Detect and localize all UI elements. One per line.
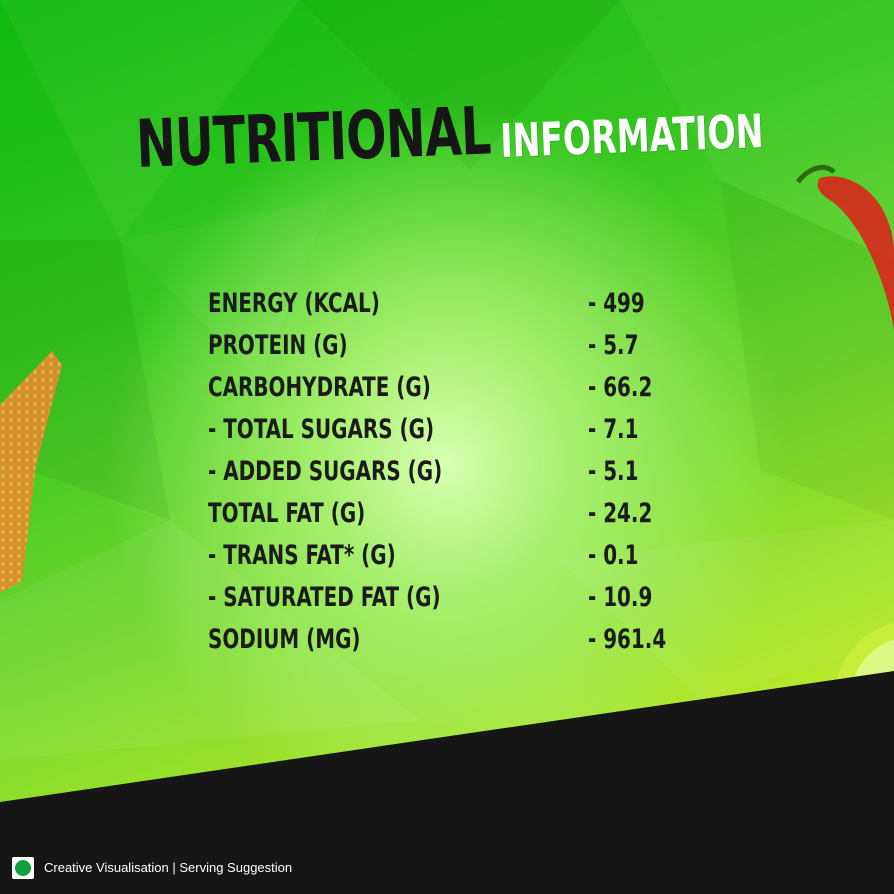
nutrient-label: - SATURATED FAT (G) bbox=[208, 582, 441, 613]
nutrient-value: - 961.4 bbox=[588, 624, 667, 655]
nutrient-row: - TRANS FAT* (G) - 0.1 bbox=[208, 538, 688, 580]
nutrient-label: - ADDED SUGARS (G) bbox=[208, 456, 443, 487]
heading-primary: NUTRITIONAL bbox=[134, 92, 492, 183]
chilli-image bbox=[796, 164, 894, 330]
nutrient-value: - 0.1 bbox=[588, 540, 639, 571]
nutrient-label: PROTEIN (G) bbox=[208, 330, 348, 361]
nutrient-row: - ADDED SUGARS (G) - 5.1 bbox=[208, 454, 688, 496]
nutrient-label: ENERGY (KCAL) bbox=[208, 288, 380, 319]
nutrient-value: - 5.1 bbox=[588, 456, 639, 487]
nutrient-row: TOTAL FAT (G) - 24.2 bbox=[208, 496, 688, 538]
nutrient-value: - 499 bbox=[588, 288, 645, 319]
nutrient-label: SODIUM (MG) bbox=[208, 624, 361, 655]
nutrient-row: ENERGY (KCAL) - 499 bbox=[208, 286, 688, 328]
heading: NUTRITIONAL INFORMATION bbox=[134, 92, 765, 183]
footer-note: Creative Visualisation | Serving Suggest… bbox=[44, 860, 293, 875]
snack-chip-image bbox=[0, 351, 62, 593]
nutrient-value: - 24.2 bbox=[588, 498, 653, 529]
nutrient-row: SODIUM (MG) - 961.4 bbox=[208, 622, 688, 664]
nutrient-value: - 10.9 bbox=[588, 582, 653, 613]
veg-mark-icon bbox=[12, 857, 34, 879]
nutrient-row: PROTEIN (G) - 5.7 bbox=[208, 328, 688, 370]
nutrient-label: TOTAL FAT (G) bbox=[208, 498, 366, 529]
nutrient-label: CARBOHYDRATE (G) bbox=[208, 372, 431, 403]
nutrient-row: - SATURATED FAT (G) - 10.9 bbox=[208, 580, 688, 622]
nutrient-label: - TRANS FAT* (G) bbox=[208, 540, 396, 571]
heading-secondary: INFORMATION bbox=[499, 103, 765, 168]
nutrient-row: CARBOHYDRATE (G) - 66.2 bbox=[208, 370, 688, 412]
nutrient-value: - 5.7 bbox=[588, 330, 639, 361]
nutrient-label: - TOTAL SUGARS (G) bbox=[208, 414, 435, 445]
nutrient-value: - 7.1 bbox=[588, 414, 639, 445]
nutrient-row: - TOTAL SUGARS (G) - 7.1 bbox=[208, 412, 688, 454]
nutrition-table: ENERGY (KCAL) - 499 PROTEIN (G) - 5.7 CA… bbox=[208, 286, 688, 664]
nutrient-value: - 66.2 bbox=[588, 372, 653, 403]
